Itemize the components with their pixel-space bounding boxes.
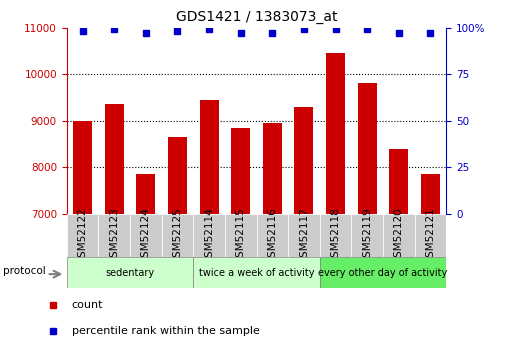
Bar bbox=[136, 174, 155, 214]
Text: protocol: protocol bbox=[3, 266, 46, 276]
Text: GSM52118: GSM52118 bbox=[330, 207, 341, 264]
Text: GSM52124: GSM52124 bbox=[141, 207, 151, 264]
Bar bbox=[421, 174, 440, 214]
Bar bbox=[105, 105, 124, 214]
Bar bbox=[168, 137, 187, 214]
Bar bbox=[231, 128, 250, 214]
FancyBboxPatch shape bbox=[320, 214, 351, 257]
Bar bbox=[200, 100, 219, 214]
FancyBboxPatch shape bbox=[67, 257, 193, 288]
Text: every other day of activity: every other day of activity bbox=[319, 268, 448, 277]
FancyBboxPatch shape bbox=[256, 214, 288, 257]
Text: GSM52122: GSM52122 bbox=[77, 207, 88, 264]
FancyBboxPatch shape bbox=[320, 257, 446, 288]
Text: percentile rank within the sample: percentile rank within the sample bbox=[72, 326, 260, 336]
Bar bbox=[263, 123, 282, 214]
FancyBboxPatch shape bbox=[193, 257, 320, 288]
Text: GSM52121: GSM52121 bbox=[425, 207, 436, 264]
FancyBboxPatch shape bbox=[383, 214, 415, 257]
Text: GSM52115: GSM52115 bbox=[235, 207, 246, 264]
Bar bbox=[389, 149, 408, 214]
Text: GSM52114: GSM52114 bbox=[204, 207, 214, 264]
FancyBboxPatch shape bbox=[225, 214, 256, 257]
FancyBboxPatch shape bbox=[351, 214, 383, 257]
Text: GSM52117: GSM52117 bbox=[299, 207, 309, 264]
Bar bbox=[358, 83, 377, 214]
Text: GSM52119: GSM52119 bbox=[362, 207, 372, 264]
Text: sedentary: sedentary bbox=[105, 268, 154, 277]
Text: count: count bbox=[72, 300, 103, 310]
Text: twice a week of activity: twice a week of activity bbox=[199, 268, 314, 277]
Bar bbox=[294, 107, 313, 214]
Bar bbox=[73, 121, 92, 214]
FancyBboxPatch shape bbox=[98, 214, 130, 257]
Bar bbox=[326, 53, 345, 214]
FancyBboxPatch shape bbox=[162, 214, 193, 257]
FancyBboxPatch shape bbox=[130, 214, 162, 257]
Text: GSM52120: GSM52120 bbox=[394, 207, 404, 264]
FancyBboxPatch shape bbox=[67, 214, 98, 257]
Title: GDS1421 / 1383073_at: GDS1421 / 1383073_at bbox=[176, 10, 337, 24]
Text: GSM52123: GSM52123 bbox=[109, 207, 119, 264]
FancyBboxPatch shape bbox=[415, 214, 446, 257]
FancyBboxPatch shape bbox=[288, 214, 320, 257]
Text: GSM52116: GSM52116 bbox=[267, 207, 278, 264]
FancyBboxPatch shape bbox=[193, 214, 225, 257]
Text: GSM52125: GSM52125 bbox=[172, 207, 183, 264]
